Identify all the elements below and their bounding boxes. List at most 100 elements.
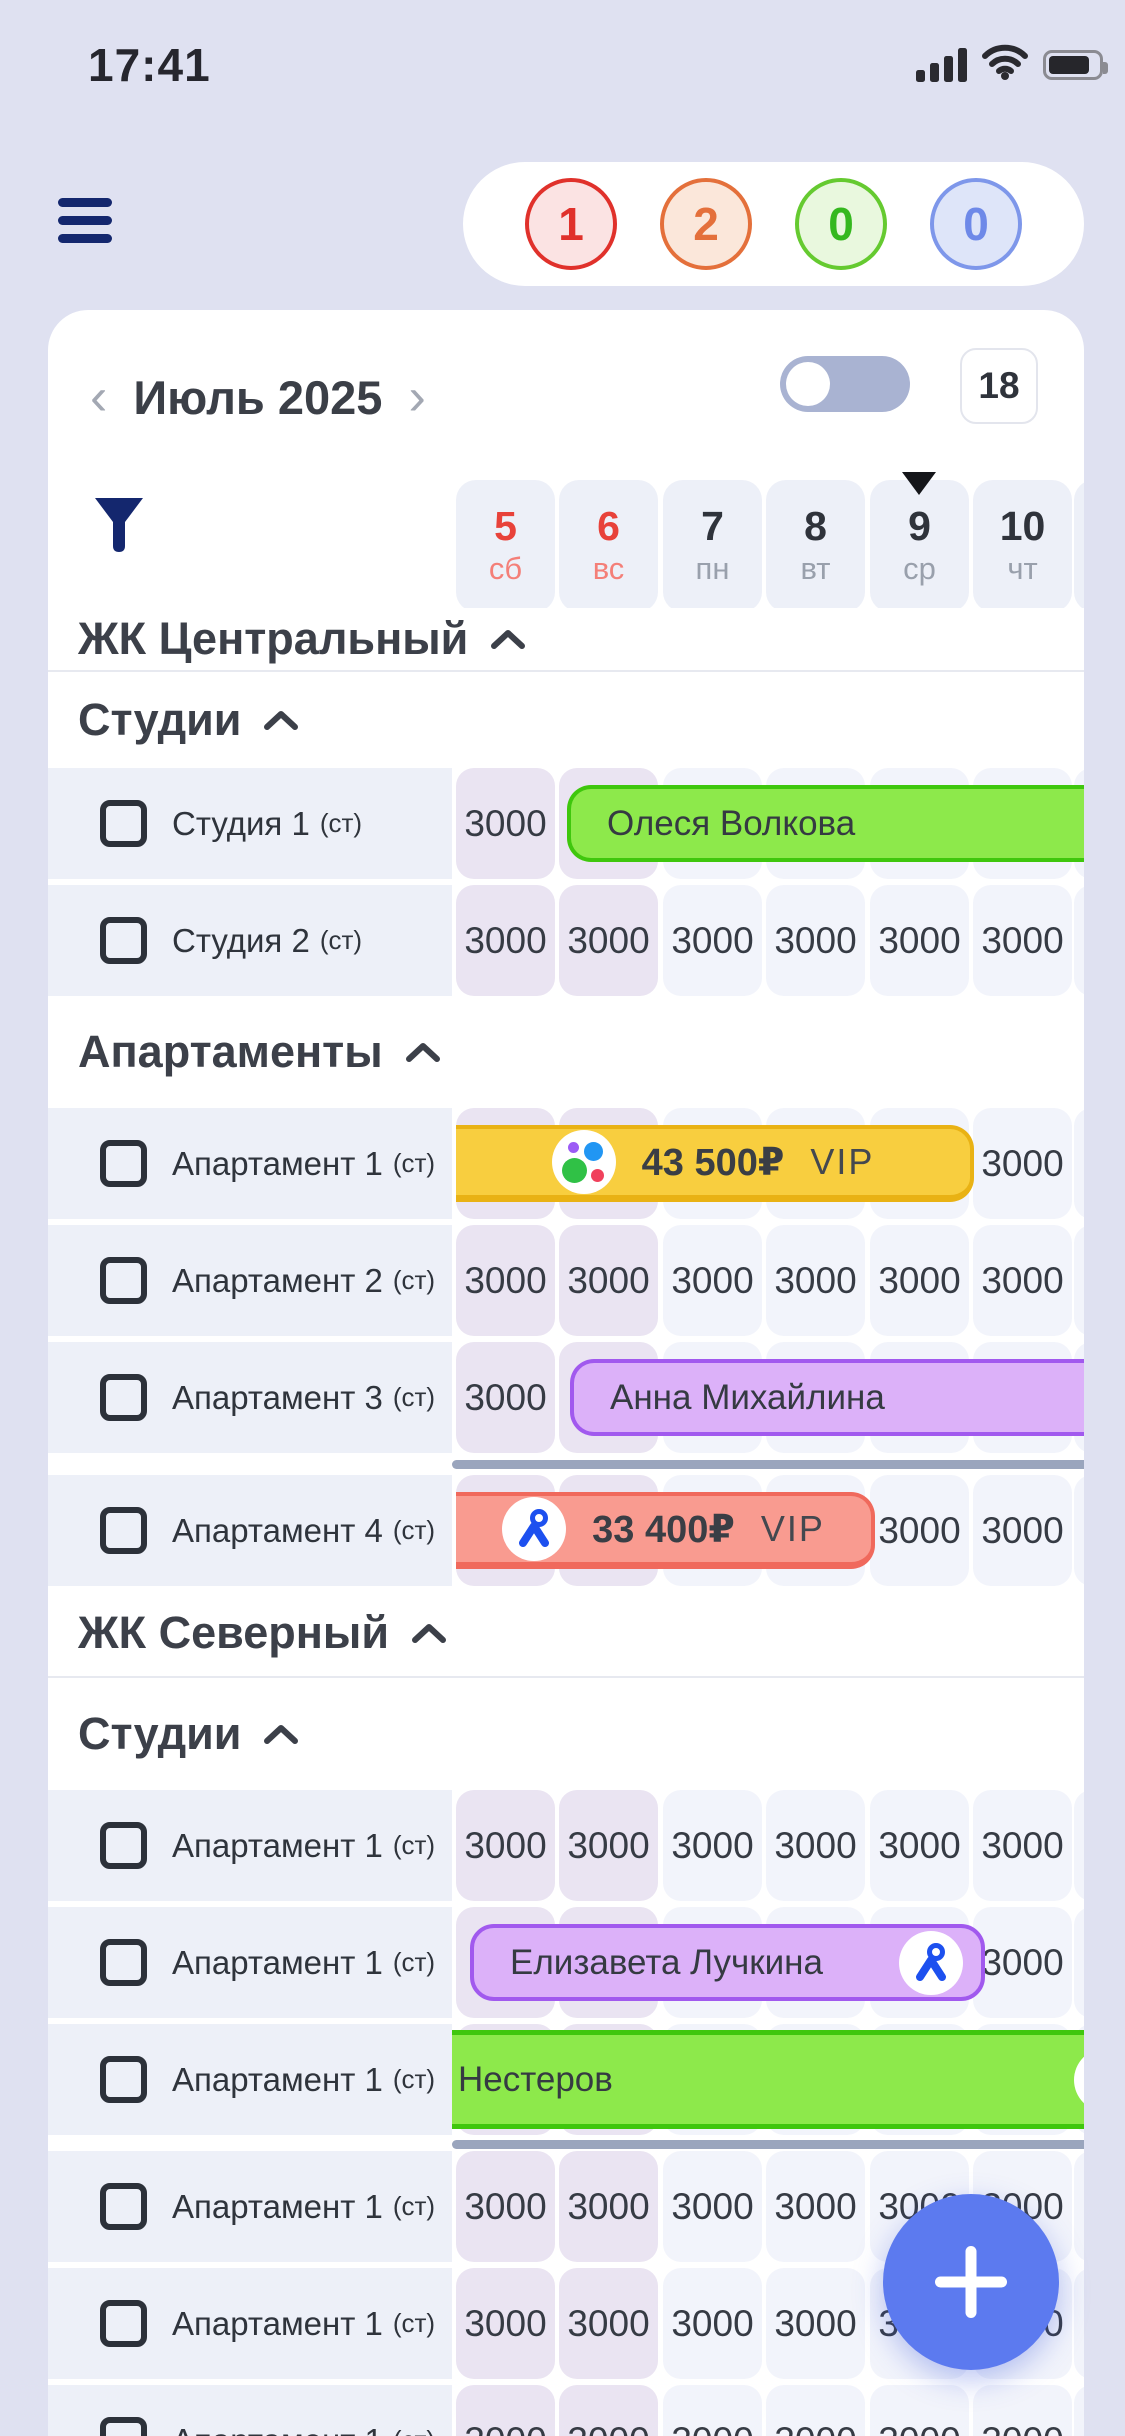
- date-column-10[interactable]: 10 чт: [973, 480, 1072, 612]
- unit-name: Апартамент 2: [172, 1261, 383, 1299]
- booking-bar[interactable]: 33 400₽ VIP: [456, 1492, 875, 1569]
- row-checkbox[interactable]: [100, 2183, 147, 2230]
- wifi-icon: [981, 44, 1029, 85]
- date-column-5[interactable]: 5 сб: [456, 480, 555, 612]
- price-cell[interactable]: 3000: [973, 1475, 1072, 1586]
- price-cell[interactable]: 3000: [456, 768, 555, 879]
- row-checkbox[interactable]: [100, 2300, 147, 2347]
- guest-name: Нестеров: [458, 2059, 613, 2099]
- price-cell[interactable]: 3000: [663, 1790, 762, 1901]
- price-cell[interactable]: 3000: [766, 2151, 865, 2262]
- price-cell[interactable]: 3000: [766, 1225, 865, 1336]
- booking-bar[interactable]: Олеся Волкова: [567, 785, 1084, 862]
- price-cell[interactable]: 3000: [870, 1475, 969, 1586]
- date-column-8[interactable]: 8 вт: [766, 480, 865, 612]
- price-cell[interactable]: 3000: [973, 1108, 1072, 1219]
- chevron-up-icon: [405, 1043, 440, 1062]
- drag-divider[interactable]: [452, 2140, 1084, 2149]
- row-checkbox[interactable]: [100, 1140, 147, 1187]
- price-cell[interactable]: 3000: [973, 1907, 1072, 2018]
- filter-button[interactable]: [93, 496, 145, 559]
- counter-blue[interactable]: 0: [930, 178, 1022, 270]
- days-count-selector[interactable]: 18: [960, 348, 1038, 424]
- date-column-7[interactable]: 7 пн: [663, 480, 762, 612]
- booking-bar[interactable]: Анна Михайлина: [570, 1359, 1084, 1436]
- price-cell[interactable]: 3000: [559, 2385, 658, 2436]
- counter-green[interactable]: 0: [795, 178, 887, 270]
- price-cell[interactable]: 3000: [663, 2151, 762, 2262]
- booking-bar[interactable]: Нестеров: [452, 2030, 1084, 2129]
- counter-red[interactable]: 1: [525, 178, 617, 270]
- booking-bar[interactable]: Елизавета Лучкина: [470, 1924, 985, 2001]
- price-cell[interactable]: 3000: [663, 885, 762, 996]
- row-checkbox[interactable]: [100, 1939, 147, 1986]
- price-cell[interactable]: 3000: [870, 885, 969, 996]
- row-checkbox[interactable]: [100, 2417, 147, 2436]
- price-cell[interactable]: 3000: [456, 1225, 555, 1336]
- price-cell[interactable]: 3000: [456, 2385, 555, 2436]
- price-cell[interactable]: 3000: [766, 1790, 865, 1901]
- price-cell[interactable]: 3000: [973, 885, 1072, 996]
- price-cell[interactable]: 3000: [456, 885, 555, 996]
- row-checkbox[interactable]: [100, 1507, 147, 1554]
- section-building-2[interactable]: ЖК Северный: [48, 1590, 1084, 1676]
- price-cell[interactable]: 3000: [456, 1790, 555, 1901]
- person-pin-icon: [899, 1930, 963, 1995]
- price-cell: [1074, 1907, 1084, 2018]
- guest-name: Олеся Волкова: [607, 803, 856, 843]
- chevron-up-icon: [264, 711, 299, 730]
- row-checkbox[interactable]: [100, 917, 147, 964]
- price-cell[interactable]: 3000: [766, 885, 865, 996]
- table-row: Апартамент 1 (ст) 3000 43 500₽ VIP: [48, 1108, 1084, 1219]
- row-checkbox[interactable]: [100, 1822, 147, 1869]
- table-row: Студия 1 (ст) 3000 Олеся Волкова: [48, 768, 1084, 879]
- price-cell[interactable]: 3000: [663, 2268, 762, 2379]
- price-cell[interactable]: 3000: [456, 2151, 555, 2262]
- table-row: Апартамент 3 (ст) 3000 Анна Михайлина: [48, 1342, 1084, 1453]
- price-cell[interactable]: 3000: [870, 2385, 969, 2436]
- prev-month-button[interactable]: ‹: [90, 368, 108, 426]
- today-marker-icon: [902, 472, 936, 495]
- price-cell[interactable]: 3000: [973, 1225, 1072, 1336]
- date-column-9[interactable]: 9 ср: [870, 480, 969, 612]
- row-checkbox[interactable]: [100, 1257, 147, 1304]
- booking-bar[interactable]: 43 500₽ VIP: [456, 1125, 974, 1202]
- vip-badge: VIP: [810, 1141, 875, 1182]
- price-cell[interactable]: 3000: [456, 2268, 555, 2379]
- group-studios-2[interactable]: Студии: [48, 1678, 1084, 1790]
- unit-name: Апартамент 4: [172, 1511, 383, 1549]
- price-cell[interactable]: 3000: [559, 885, 658, 996]
- section-building-1[interactable]: ЖК Центральный: [48, 608, 1084, 670]
- price-cell[interactable]: 3000: [559, 1790, 658, 1901]
- row-checkbox[interactable]: [100, 800, 147, 847]
- view-toggle[interactable]: [780, 356, 910, 412]
- group-apartments[interactable]: Апартаменты: [48, 996, 1084, 1108]
- month-title: Июль 2025: [133, 370, 383, 424]
- price-cell[interactable]: 3000: [870, 1225, 969, 1336]
- menu-button[interactable]: [58, 198, 112, 252]
- price-cell[interactable]: 3000: [663, 1225, 762, 1336]
- drag-divider[interactable]: [452, 1460, 1084, 1469]
- row-checkbox[interactable]: [100, 1374, 147, 1421]
- price-cell[interactable]: 3000: [559, 2151, 658, 2262]
- row-checkbox[interactable]: [100, 2056, 147, 2103]
- price-cell[interactable]: 3000: [973, 1790, 1072, 1901]
- price-cell[interactable]: 3000: [766, 2385, 865, 2436]
- date-column-6[interactable]: 6 вс: [559, 480, 658, 612]
- unit-name: Апартамент 1: [172, 1826, 383, 1864]
- counter-orange[interactable]: 2: [660, 178, 752, 270]
- price-cell[interactable]: 3000: [559, 2268, 658, 2379]
- table-row: Апартамент 1 (ст) Нестеров: [48, 2024, 1084, 2135]
- channels-icon: [551, 1130, 616, 1194]
- price-cell[interactable]: 3000: [663, 2385, 762, 2436]
- price-cell[interactable]: 3000: [559, 1225, 658, 1336]
- booking-price: 43 500₽: [641, 1141, 785, 1184]
- add-booking-button[interactable]: [883, 2194, 1059, 2370]
- price-cell[interactable]: 3000: [870, 1790, 969, 1901]
- next-month-button[interactable]: ›: [408, 368, 426, 426]
- price-cell[interactable]: 3000: [973, 2385, 1072, 2436]
- price-cell[interactable]: 3000: [456, 1342, 555, 1453]
- price-cell[interactable]: 3000: [766, 2268, 865, 2379]
- group-studios-1[interactable]: Студии: [48, 672, 1084, 768]
